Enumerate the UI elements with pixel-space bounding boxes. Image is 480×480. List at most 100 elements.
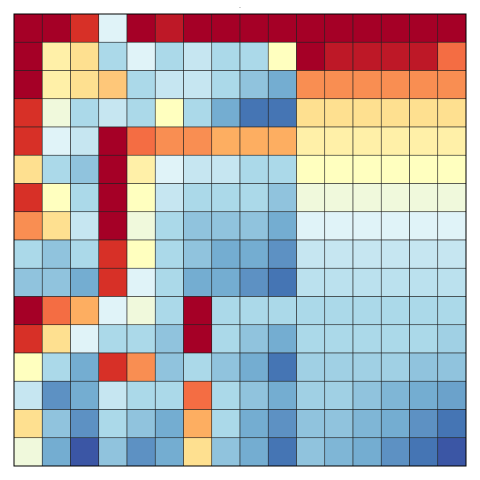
heat-cell <box>13 211 43 241</box>
heat-cell <box>380 380 410 410</box>
heat-cell <box>70 183 100 213</box>
heat-cell <box>183 352 213 382</box>
heat-cell <box>324 13 354 43</box>
heat-cell <box>183 183 213 213</box>
heat-cell <box>211 13 241 43</box>
heat-cell <box>352 41 382 71</box>
heat-cell <box>437 211 467 241</box>
heat-cell <box>70 70 100 100</box>
heat-cell <box>13 98 43 128</box>
heat-cell <box>437 409 467 439</box>
heat-cell <box>211 211 241 241</box>
heat-cell <box>409 352 439 382</box>
heat-cell <box>70 437 100 467</box>
heat-cell <box>13 267 43 297</box>
heat-cell <box>239 324 269 354</box>
heat-cell <box>380 183 410 213</box>
heat-cell <box>267 70 297 100</box>
heat-cell <box>70 13 100 43</box>
heat-cell <box>239 380 269 410</box>
heat-cell <box>98 154 128 184</box>
heat-cell <box>239 183 269 213</box>
heat-cell <box>352 409 382 439</box>
heat-cell <box>70 409 100 439</box>
heat-cell <box>437 352 467 382</box>
heat-cell <box>296 13 326 43</box>
heat-cell <box>437 267 467 297</box>
heat-cell <box>409 239 439 269</box>
heat-cell <box>154 13 184 43</box>
heat-cell <box>296 126 326 156</box>
heat-cell <box>211 239 241 269</box>
heat-cell <box>239 13 269 43</box>
heat-cell <box>154 98 184 128</box>
heat-cell <box>352 437 382 467</box>
heat-cell <box>409 437 439 467</box>
heat-cell <box>352 70 382 100</box>
heat-cell <box>267 352 297 382</box>
heat-cell <box>409 98 439 128</box>
heat-cell <box>437 70 467 100</box>
heat-cell <box>324 98 354 128</box>
heat-cell <box>324 437 354 467</box>
heat-cell <box>70 352 100 382</box>
heat-cell <box>154 380 184 410</box>
heat-cell <box>183 437 213 467</box>
heat-cell <box>324 70 354 100</box>
heat-cell <box>126 380 156 410</box>
heat-cell <box>409 70 439 100</box>
heat-cell <box>154 352 184 382</box>
heat-cell <box>154 409 184 439</box>
heat-cell <box>409 296 439 326</box>
heat-cell <box>324 183 354 213</box>
heat-cell <box>98 126 128 156</box>
heat-cell <box>41 324 71 354</box>
heat-cell <box>296 211 326 241</box>
heat-cell <box>437 41 467 71</box>
heat-cell <box>70 239 100 269</box>
heat-cell <box>41 126 71 156</box>
heat-cell <box>98 352 128 382</box>
heat-cell <box>239 437 269 467</box>
heat-cell <box>409 409 439 439</box>
heat-cell <box>380 70 410 100</box>
heat-cell <box>352 324 382 354</box>
heat-cell <box>267 41 297 71</box>
heat-cell <box>126 154 156 184</box>
heat-cell <box>183 380 213 410</box>
heat-cell <box>267 267 297 297</box>
heat-cell <box>41 409 71 439</box>
heat-cell <box>126 98 156 128</box>
heat-cell <box>126 267 156 297</box>
heat-cell <box>70 126 100 156</box>
heat-cell <box>324 211 354 241</box>
heat-cell <box>41 239 71 269</box>
heat-cell <box>41 380 71 410</box>
heat-cell <box>324 409 354 439</box>
heat-cell <box>437 437 467 467</box>
heat-cell <box>154 267 184 297</box>
heat-cell <box>98 211 128 241</box>
heat-cell <box>13 296 43 326</box>
heat-cell <box>183 296 213 326</box>
heat-cell <box>126 126 156 156</box>
heat-cell <box>380 211 410 241</box>
heat-cell <box>296 409 326 439</box>
heat-cell <box>324 41 354 71</box>
heat-cell <box>211 154 241 184</box>
heat-cell <box>296 183 326 213</box>
heat-cell <box>437 239 467 269</box>
heat-cell <box>324 352 354 382</box>
heat-cell <box>126 239 156 269</box>
heat-cell <box>239 296 269 326</box>
heat-cell <box>324 296 354 326</box>
heat-cell <box>41 267 71 297</box>
heat-cell <box>98 409 128 439</box>
heat-cell <box>183 13 213 43</box>
heat-cell <box>239 126 269 156</box>
heat-cell <box>437 296 467 326</box>
heat-cell <box>13 239 43 269</box>
heat-cell <box>98 437 128 467</box>
heat-cell <box>437 324 467 354</box>
heat-cell <box>324 126 354 156</box>
